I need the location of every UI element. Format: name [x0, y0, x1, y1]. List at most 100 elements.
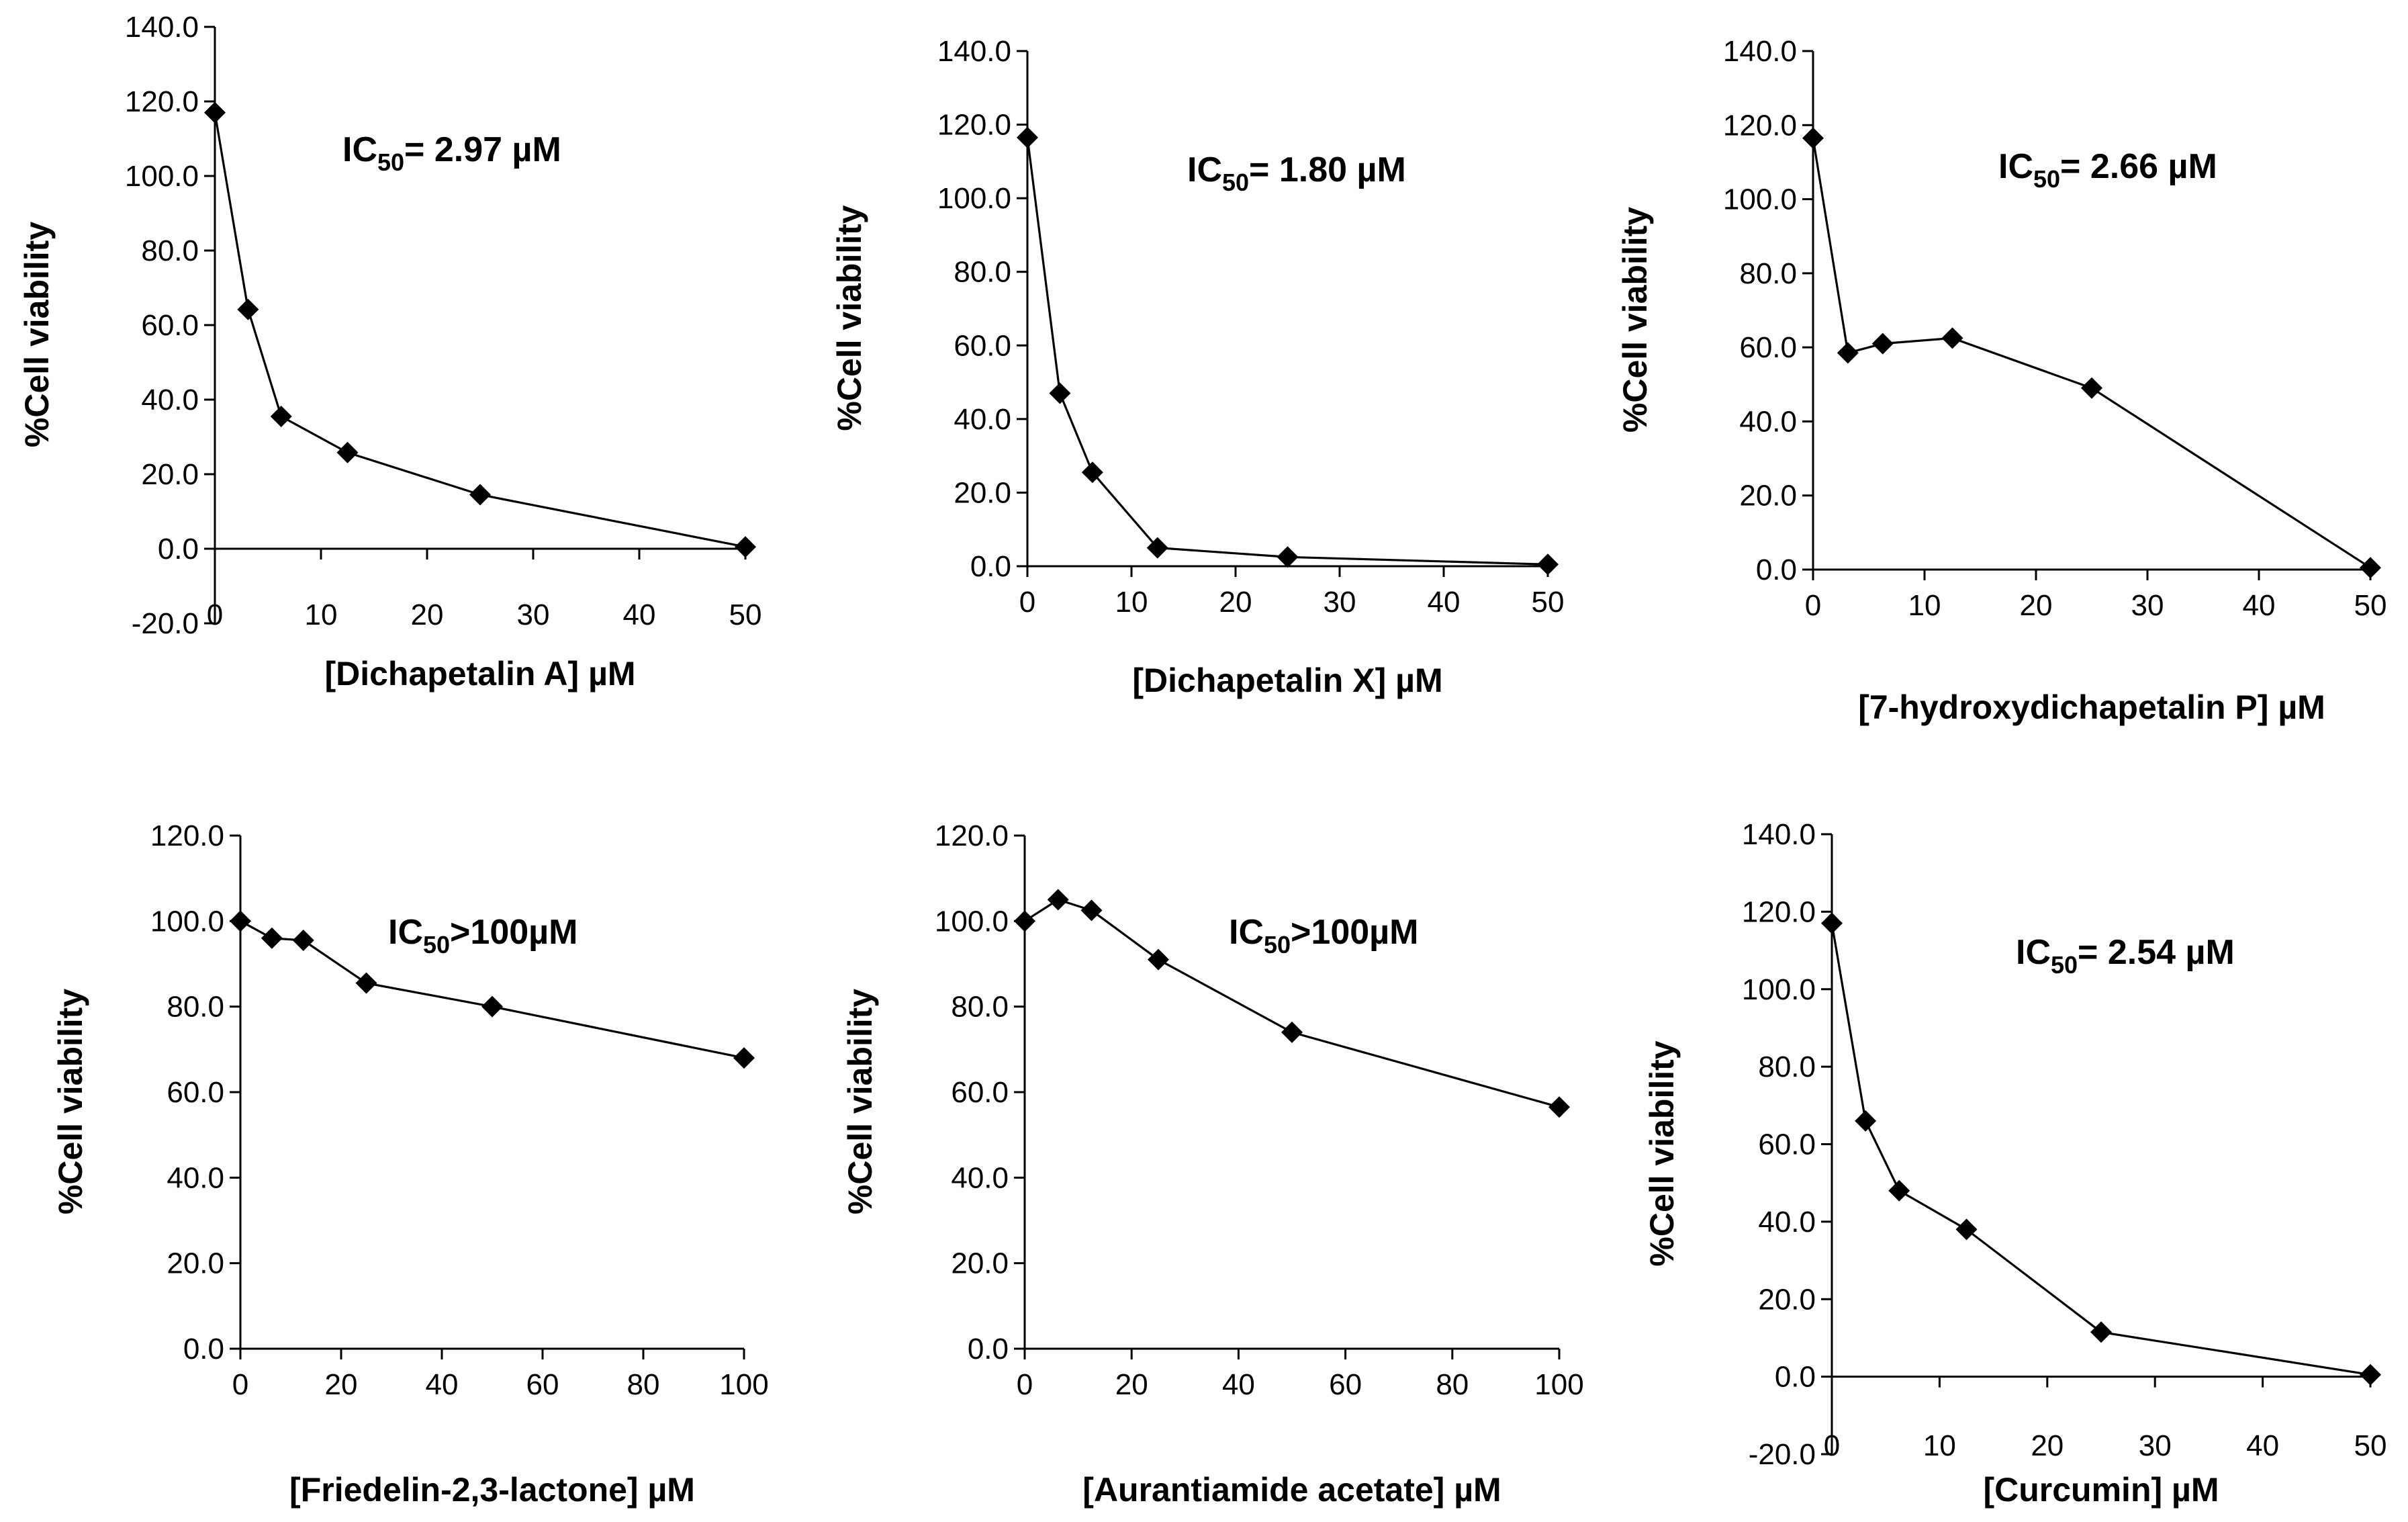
x-tick-label: 0 [1017, 1368, 1033, 1401]
y-tick-label: 40.0 [951, 1161, 1009, 1194]
y-tick-label: 100.0 [1723, 183, 1797, 216]
x-tick-label: 10 [305, 598, 338, 631]
data-point [481, 995, 503, 1018]
data-point [1017, 126, 1038, 148]
y-tick-label: 140.0 [1742, 818, 1816, 851]
x-tick-label: 50 [2354, 589, 2387, 622]
y-tick-label: 120.0 [1723, 109, 1797, 142]
series-line [1831, 923, 2371, 1376]
x-tick-label: 20 [1219, 586, 1252, 619]
y-axis-title: %Cell viability [1616, 207, 1654, 433]
y-tick-label: 0.0 [968, 1333, 1009, 1366]
y-tick-label: 40.0 [954, 403, 1011, 436]
x-tick-label: 0 [1019, 586, 1035, 619]
y-tick-label: 60.0 [167, 1076, 224, 1109]
data-point [336, 441, 359, 463]
data-point [1941, 327, 1963, 349]
y-tick-label: 100.0 [125, 160, 199, 193]
y-tick-label: 0.0 [970, 550, 1011, 583]
data-point [2360, 1363, 2381, 1386]
y-tick-label: 20.0 [141, 458, 199, 491]
y-tick-label: 40.0 [167, 1161, 224, 1194]
x-tick-label: 20 [325, 1368, 358, 1401]
x-tick-label: 100 [1534, 1368, 1583, 1401]
y-tick-label: 100.0 [150, 905, 224, 938]
y-tick-label: -20.0 [132, 607, 199, 640]
ic50-annotation: IC50= 2.97 µM [342, 130, 561, 176]
data-point [1855, 1110, 1877, 1132]
y-tick-label: 80.0 [954, 256, 1011, 289]
x-tick-label: 20 [1115, 1368, 1148, 1401]
x-tick-label: 20 [2020, 589, 2053, 622]
ic50-prefix: IC [1229, 913, 1264, 952]
data-point [237, 298, 259, 320]
ic50-prefix: IC [2016, 933, 2051, 972]
x-tick-label: 40 [1222, 1368, 1255, 1401]
x-tick-label: 10 [1115, 586, 1148, 619]
ic50-annotation: IC50= 2.66 µM [1998, 147, 2217, 193]
y-tick-label: 140.0 [937, 35, 1011, 68]
data-point [735, 536, 756, 558]
chart-panel-1: -20.0 0.0 20.0 40.0 60.0 80.0 100.0 120.0 140.0 0… [18, 11, 761, 692]
y-tick-label: 80.0 [1739, 257, 1797, 290]
ic50-subscript: 50 [2051, 951, 2078, 979]
y-tick-label: 0.0 [158, 533, 199, 566]
ic50-annotation: IC50= 1.80 µM [1187, 150, 1406, 196]
data-point [1146, 537, 1168, 559]
x-tick-label: 10 [1908, 589, 1941, 622]
x-tick-label: 30 [2139, 1429, 2172, 1462]
data-point [2360, 557, 2381, 579]
y-tick-label: 0.0 [183, 1333, 224, 1366]
data-point [1837, 342, 1859, 364]
x-tick-label: 40 [1428, 586, 1461, 619]
ic50-subscript: 50 [1264, 931, 1291, 958]
ic50-prefix: IC [388, 913, 423, 952]
y-axis-title: %Cell viability [831, 205, 868, 431]
series-line [1812, 138, 2371, 569]
x-axis-title: [Dichapetalin A] µM [324, 655, 635, 692]
x-tick-label: 10 [1923, 1429, 1956, 1462]
series-line [1026, 137, 1548, 566]
y-tick-label: 20.0 [1758, 1283, 1816, 1316]
data-point [261, 927, 283, 949]
y-tick-label: 80.0 [951, 991, 1009, 1024]
data-point [1281, 1021, 1303, 1043]
y-tick-label: 20.0 [1739, 480, 1797, 512]
ic50-subscript: 50 [377, 148, 404, 176]
x-tick-label: 60 [1329, 1368, 1362, 1401]
y-axis-title: %Cell viability [52, 989, 89, 1214]
y-tick-label: 40.0 [1758, 1206, 1816, 1239]
data-point [1955, 1218, 1978, 1241]
data-point [1081, 461, 1103, 484]
chart-panel-5: 0.0 20.0 40.0 60.0 80.0 100.0 120.0 0 20 40 60 80 10… [841, 819, 1584, 1509]
y-tick-label: 100.0 [937, 182, 1011, 215]
y-tick-label: 120.0 [1742, 895, 1816, 928]
data-point [1047, 889, 1069, 911]
y-tick-label: 120.0 [937, 109, 1011, 142]
y-tick-label: 80.0 [141, 234, 199, 267]
ic50-value: = 2.54 µM [2078, 933, 2235, 972]
data-point [1148, 948, 1169, 971]
data-point [1277, 546, 1299, 568]
y-tick-label: 140.0 [125, 11, 199, 44]
x-tick-label: 60 [526, 1368, 559, 1401]
x-tick-label: 50 [1532, 586, 1565, 619]
x-tick-label: 80 [1436, 1368, 1469, 1401]
data-point [1014, 910, 1035, 932]
data-point [1537, 553, 1559, 576]
data-point [292, 929, 314, 951]
x-tick-label: 0 [207, 598, 223, 631]
data-point [2081, 377, 2102, 399]
ic50-prefix: IC [342, 130, 377, 169]
data-point [1821, 912, 1843, 934]
x-axis-title: [7-hydroxydichapetalin P] µM [1858, 688, 2325, 726]
ic50-subscript: 50 [2033, 165, 2060, 193]
y-axis-title: %Cell viability [18, 222, 56, 447]
x-tick-label: 0 [232, 1368, 248, 1401]
data-point [355, 972, 377, 994]
y-tick-label: 60.0 [951, 1076, 1009, 1109]
y-tick-label: 120.0 [935, 819, 1009, 852]
x-tick-label: 40 [2246, 1429, 2279, 1462]
x-axis-title: [Dichapetalin X] µM [1132, 662, 1442, 699]
x-tick-label: 30 [2131, 589, 2164, 622]
